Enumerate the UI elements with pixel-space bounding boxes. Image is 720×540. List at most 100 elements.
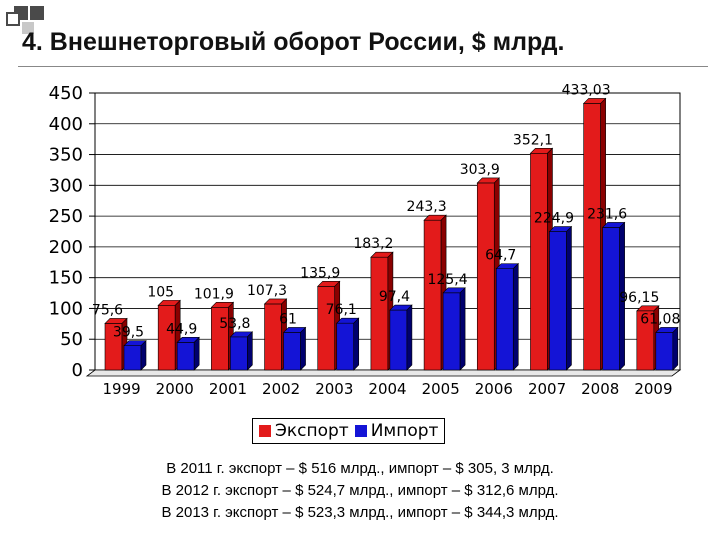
data-label-export-2007: 352,1 xyxy=(513,132,553,148)
data-label-export-2004: 183,2 xyxy=(353,236,393,252)
bar-import-2005-face xyxy=(442,292,461,371)
y-tick-label: 450 xyxy=(49,83,83,104)
bar-import-2001-face xyxy=(230,336,248,371)
x-tick-label-2000: 2000 xyxy=(156,380,194,398)
bar-export-2003 xyxy=(317,280,341,371)
note-2011: В 2011 г. экспорт – $ 516 млрд., импорт … xyxy=(166,460,554,477)
data-label-export-1999: 75,6 xyxy=(92,302,123,318)
x-tick-label-2009: 2009 xyxy=(634,380,672,398)
bar-import-2006-face xyxy=(495,268,514,371)
y-tick-label: 100 xyxy=(49,298,83,319)
bar-import-2006-side xyxy=(512,262,519,371)
legend-swatch-import xyxy=(354,425,367,437)
bar-export-2007-face xyxy=(530,152,548,371)
bar-import-2006 xyxy=(495,262,519,371)
y-tick-label: 150 xyxy=(49,268,83,289)
y-tick-label: 350 xyxy=(49,145,83,166)
data-label-export-2009: 96,15 xyxy=(619,290,659,306)
bar-export-2001 xyxy=(210,301,235,371)
x-tick-label-2001: 2001 xyxy=(209,380,247,398)
bar-import-2000-side xyxy=(193,336,200,371)
note-2012: В 2012 г. экспорт – $ 524,7 млрд., импор… xyxy=(161,482,559,499)
data-label-import-2002: 61 xyxy=(279,311,297,327)
data-label-export-2000: 105 xyxy=(147,284,174,300)
bar-import-2003-face xyxy=(336,322,355,371)
bar-import-2008-face xyxy=(602,227,620,371)
legend-item-export: Экспорт xyxy=(259,421,349,441)
note-2013: В 2013 г. экспорт – $ 523,3 млрд., импор… xyxy=(161,504,559,521)
data-label-export-2002: 107,3 xyxy=(247,283,287,299)
bar-export-2008-face xyxy=(583,103,601,371)
legend-label-export: Экспорт xyxy=(275,421,349,441)
bar-import-2008 xyxy=(601,221,626,371)
legend-item-import: Импорт xyxy=(354,421,439,441)
bar-export-2003-face xyxy=(317,286,336,371)
x-tick-label-2003: 2003 xyxy=(315,380,353,398)
bar-import-2003 xyxy=(336,317,360,371)
bar-import-2005-side xyxy=(459,287,466,371)
y-tick-label: 250 xyxy=(49,206,83,227)
legend: Экспорт Импорт xyxy=(252,418,446,444)
x-tick-label-2008: 2008 xyxy=(581,380,619,398)
bar-export-1999 xyxy=(104,317,128,371)
corner-square-light xyxy=(22,22,34,34)
data-label-import-2005: 125,4 xyxy=(428,272,468,288)
bars xyxy=(104,97,679,371)
x-tick-labels: 1999 2000 2001 2002 2003 2004 2005 2006 2007 2008… xyxy=(102,380,672,398)
data-label-export-2001: 101,9 xyxy=(194,286,234,302)
data-label-import-2001: 53,8 xyxy=(219,316,250,332)
title-divider xyxy=(18,66,708,67)
bar-export-2004-face xyxy=(370,256,389,371)
data-label-import-2006: 64,7 xyxy=(485,248,516,264)
bar-import-2007 xyxy=(548,225,573,371)
y-tick-label: 400 xyxy=(49,114,83,135)
y-tick-labels: 0 50 100 150 200 250 300 350 400 450 xyxy=(49,83,83,381)
bar-import-1999-side xyxy=(140,339,147,371)
bar-import-1999-face xyxy=(123,345,142,371)
bar-import-2009-face xyxy=(655,332,674,371)
corner-square-dark-2 xyxy=(30,6,44,20)
bar-import-2007-face xyxy=(549,231,567,371)
bar-import-2000-face xyxy=(176,342,195,371)
chart-floor xyxy=(85,369,682,377)
bar-import-2009 xyxy=(655,326,679,371)
data-label-import-2008: 231,6 xyxy=(587,206,627,222)
bar-import-2000 xyxy=(176,336,200,371)
y-tick-label: 200 xyxy=(49,237,83,258)
bar-import-2002 xyxy=(282,326,307,371)
bar-import-2004-face xyxy=(389,309,408,371)
bar-import-2007-side xyxy=(566,225,572,371)
bar-import-2002-face xyxy=(283,332,301,371)
legend-swatch-export xyxy=(259,425,271,437)
data-label-import-1999: 39,5 xyxy=(113,325,144,341)
corner-square-outline xyxy=(6,12,20,26)
bar-import-1999 xyxy=(123,339,147,371)
data-label-import-2009: 61,08 xyxy=(640,311,680,327)
data-label-import-2000: 44,9 xyxy=(166,321,197,337)
x-tick-label-2007: 2007 xyxy=(528,380,566,398)
bar-import-2004-side xyxy=(406,304,413,371)
x-tick-label-2002: 2002 xyxy=(262,380,300,398)
bar-import-2005 xyxy=(442,287,466,371)
bar-export-2006 xyxy=(476,177,500,371)
data-label-import-2004: 97,4 xyxy=(379,289,410,305)
data-label-export-2003: 135,9 xyxy=(300,265,340,281)
page-title: 4. Внешнеторговый оборот России, $ млрд. xyxy=(22,28,565,56)
data-label-export-2005: 243,3 xyxy=(407,199,447,215)
data-labels: 75,6 39,5 105 44,9 101,9 53,8 107,3 61 135,9 76,1… xyxy=(92,82,680,340)
data-label-export-2006: 303,9 xyxy=(460,162,500,178)
bar-import-2002-side xyxy=(300,326,306,371)
x-tick-label-2004: 2004 xyxy=(368,380,406,398)
bar-import-2001 xyxy=(229,331,254,371)
bar-import-2003-side xyxy=(353,317,360,371)
x-tick-label-1999: 1999 xyxy=(102,380,140,398)
bar-import-2008-side xyxy=(619,221,625,371)
bar-chart: 0 50 100 150 200 250 300 350 400 450 1999 2000 2001… xyxy=(49,82,682,398)
bar-export-2000-face xyxy=(157,305,176,371)
legend-label-import: Импорт xyxy=(370,421,439,441)
bar-import-2001-side xyxy=(247,331,253,371)
x-tick-label-2006: 2006 xyxy=(475,380,513,398)
bar-export-2002 xyxy=(263,298,288,371)
bar-export-2005-face xyxy=(423,219,442,371)
y-tick-label: 50 xyxy=(60,329,83,350)
